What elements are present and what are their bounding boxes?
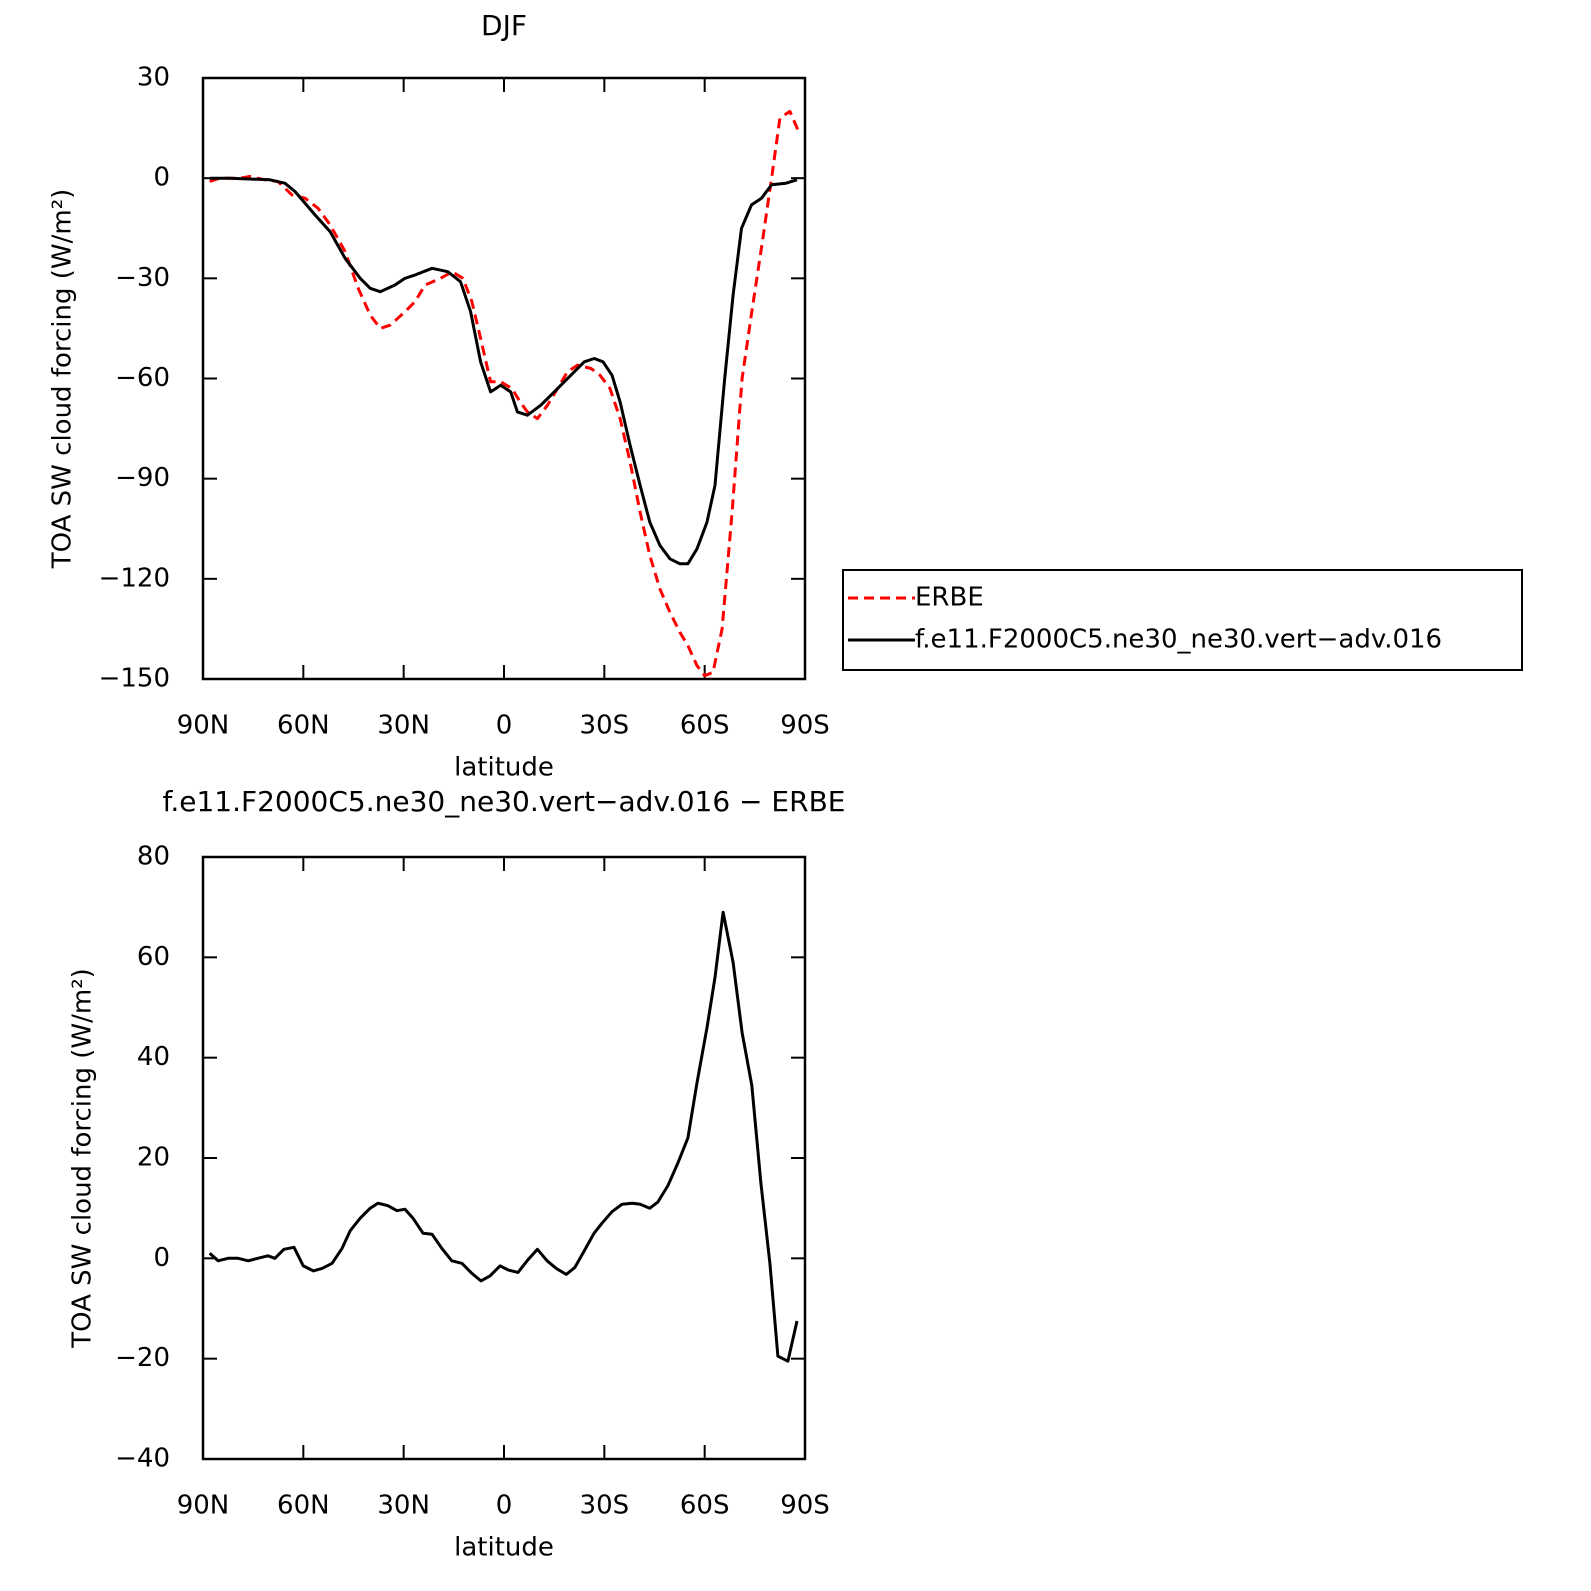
plot-frame	[201, 855, 807, 1461]
y-axis-label: TOA SW cloud forcing (W/m²)	[48, 189, 78, 570]
x-tick-label: 60S	[680, 711, 730, 741]
legend-box	[842, 569, 1523, 671]
y-tick-label: 30	[137, 63, 170, 93]
data-line	[208, 910, 799, 1363]
chart-title: f.e11.F2000C5.ne30_ne30.vert−adv.016 − E…	[163, 785, 846, 818]
x-tick-label: 0	[496, 711, 513, 741]
x-tick-label: 60N	[277, 711, 330, 741]
y-tick-label: 60	[137, 942, 170, 972]
x-tick-label: 30S	[580, 1491, 630, 1521]
x-axis-label: latitude	[454, 1533, 554, 1563]
data-line	[209, 109, 802, 678]
y-tick-label: −20	[115, 1343, 170, 1373]
y-tick-label: 0	[153, 1243, 170, 1273]
legend: ERBE f.e11.F2000C5.ne30_ne30.vert−adv.016	[842, 569, 1523, 671]
plot-frame	[201, 76, 807, 681]
legend-label: f.e11.F2000C5.ne30_ne30.vert−adv.016	[915, 625, 1442, 655]
y-tick-label: 0	[153, 163, 170, 193]
x-tick-label: 90S	[780, 711, 830, 741]
y-tick-label: 80	[137, 842, 170, 872]
y-tick-label: −60	[115, 363, 170, 393]
x-tick-label: 0	[496, 1491, 513, 1521]
x-tick-label: 90N	[177, 1491, 230, 1521]
x-tick-label: 30N	[377, 1491, 430, 1521]
y-tick-label: −150	[99, 664, 170, 694]
data-line	[209, 176, 798, 566]
y-axis-label: TOA SW cloud forcing (W/m²)	[68, 968, 98, 1349]
y-tick-label: −40	[115, 1444, 170, 1474]
x-tick-label: 90S	[780, 1491, 830, 1521]
y-tick-label: −90	[115, 463, 170, 493]
x-tick-label: 30S	[580, 711, 630, 741]
x-tick-label: 60S	[680, 1491, 730, 1521]
x-axis-label: latitude	[454, 753, 554, 783]
x-tick-label: 30N	[377, 711, 430, 741]
y-tick-label: 20	[137, 1143, 170, 1173]
y-tick-label: −30	[115, 263, 170, 293]
x-tick-label: 90N	[177, 711, 230, 741]
x-tick-label: 60N	[277, 1491, 330, 1521]
legend-label: ERBE	[915, 583, 984, 613]
y-tick-label: 40	[137, 1042, 170, 1072]
chart-title: DJF	[481, 9, 527, 42]
y-tick-label: −120	[99, 563, 170, 593]
